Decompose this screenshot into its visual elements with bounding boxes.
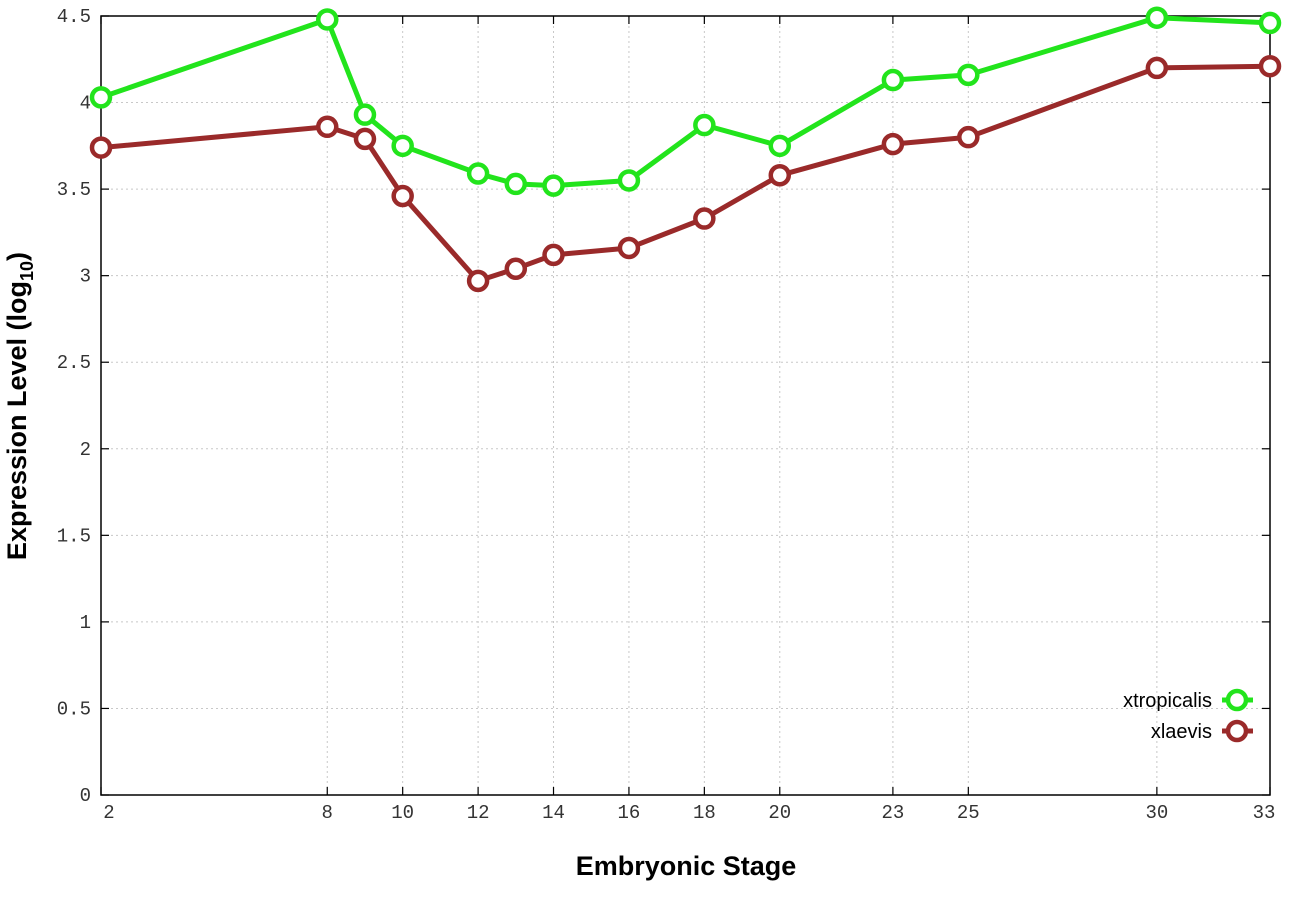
y-tick-label: 4.5 bbox=[57, 6, 91, 28]
data-point bbox=[957, 125, 980, 149]
plot-frame bbox=[100, 15, 1271, 796]
x-tick-label: 16 bbox=[618, 802, 641, 824]
data-point bbox=[617, 236, 641, 260]
legend-item-xlaevis: xlaevis bbox=[1151, 719, 1253, 743]
x-tick-label: 23 bbox=[881, 802, 904, 824]
legend-item-xtropicalis: xtropicalis bbox=[1123, 688, 1253, 712]
y-axis-title: Expression Level (log10) bbox=[2, 252, 37, 560]
legend-swatch-marker bbox=[1225, 719, 1249, 743]
x-tick-label: 8 bbox=[322, 802, 333, 824]
data-point bbox=[768, 134, 792, 158]
y-tick-label: 2 bbox=[80, 439, 91, 461]
x-tick-label: 12 bbox=[467, 802, 490, 824]
y-axis-title-close: ) bbox=[2, 252, 32, 261]
legend-swatch-marker bbox=[1225, 688, 1249, 712]
data-point bbox=[768, 164, 792, 187]
data-point bbox=[693, 113, 716, 137]
x-tick-label: 10 bbox=[391, 802, 414, 824]
y-tick-label: 2.5 bbox=[57, 352, 91, 374]
x-tick-label: 18 bbox=[693, 802, 716, 824]
series-xtropicalis bbox=[89, 6, 1282, 197]
data-point bbox=[316, 115, 339, 139]
data-point bbox=[89, 136, 113, 159]
legend: xtropicalis xlaevis bbox=[1123, 688, 1253, 743]
data-point bbox=[693, 207, 716, 230]
data-point bbox=[1145, 6, 1169, 29]
y-tick-label: 3.5 bbox=[57, 179, 91, 201]
data-point bbox=[391, 134, 414, 158]
legend-label: xtropicalis bbox=[1123, 690, 1212, 712]
y-tick-label: 0 bbox=[80, 785, 91, 807]
data-point bbox=[89, 86, 113, 109]
x-tick-label: 30 bbox=[1145, 802, 1168, 824]
data-point bbox=[617, 169, 641, 192]
y-axis: 0 0.5 1 1.5 2 2.5 3 3.5 4 4.5 bbox=[57, 6, 1270, 807]
data-point bbox=[353, 127, 377, 151]
data-point bbox=[353, 103, 377, 126]
y-tick-label: 0.5 bbox=[57, 698, 91, 720]
data-point bbox=[316, 8, 339, 31]
series-line bbox=[100, 15, 1271, 189]
data-point bbox=[881, 132, 905, 156]
series-line bbox=[100, 63, 1271, 284]
x-tick-label: 25 bbox=[957, 802, 980, 824]
x-tick-label: 14 bbox=[542, 802, 565, 824]
x-axis-title: Embryonic Stage bbox=[576, 851, 797, 881]
y-tick-label: 3 bbox=[80, 266, 91, 288]
y-axis-title-subscript: 10 bbox=[17, 261, 37, 281]
data-point bbox=[391, 184, 414, 208]
y-tick-label: 1 bbox=[80, 612, 91, 634]
legend-label: xlaevis bbox=[1151, 721, 1212, 743]
y-tick-label: 1.5 bbox=[57, 525, 91, 547]
data-point bbox=[504, 172, 528, 196]
x-tick-label: 2 bbox=[103, 802, 114, 824]
x-tick-label: 33 bbox=[1253, 802, 1276, 824]
x-tick-label: 20 bbox=[768, 802, 791, 824]
data-point bbox=[466, 162, 490, 185]
data-point bbox=[466, 269, 490, 293]
data-point bbox=[542, 174, 565, 197]
data-point bbox=[542, 243, 565, 267]
data-point bbox=[957, 63, 980, 87]
series-xlaevis bbox=[89, 54, 1282, 293]
y-tick-label: 4 bbox=[80, 93, 91, 115]
y-axis-title-main: Expression Level (log bbox=[2, 281, 32, 560]
data-point bbox=[1145, 56, 1169, 80]
series-layer bbox=[89, 6, 1282, 293]
data-point bbox=[881, 68, 905, 92]
data-point bbox=[1258, 54, 1282, 78]
data-point bbox=[504, 257, 528, 280]
x-axis: 2 8 10 12 14 16 18 20 23 25 30 33 bbox=[100, 16, 1276, 824]
data-point bbox=[1258, 11, 1282, 35]
